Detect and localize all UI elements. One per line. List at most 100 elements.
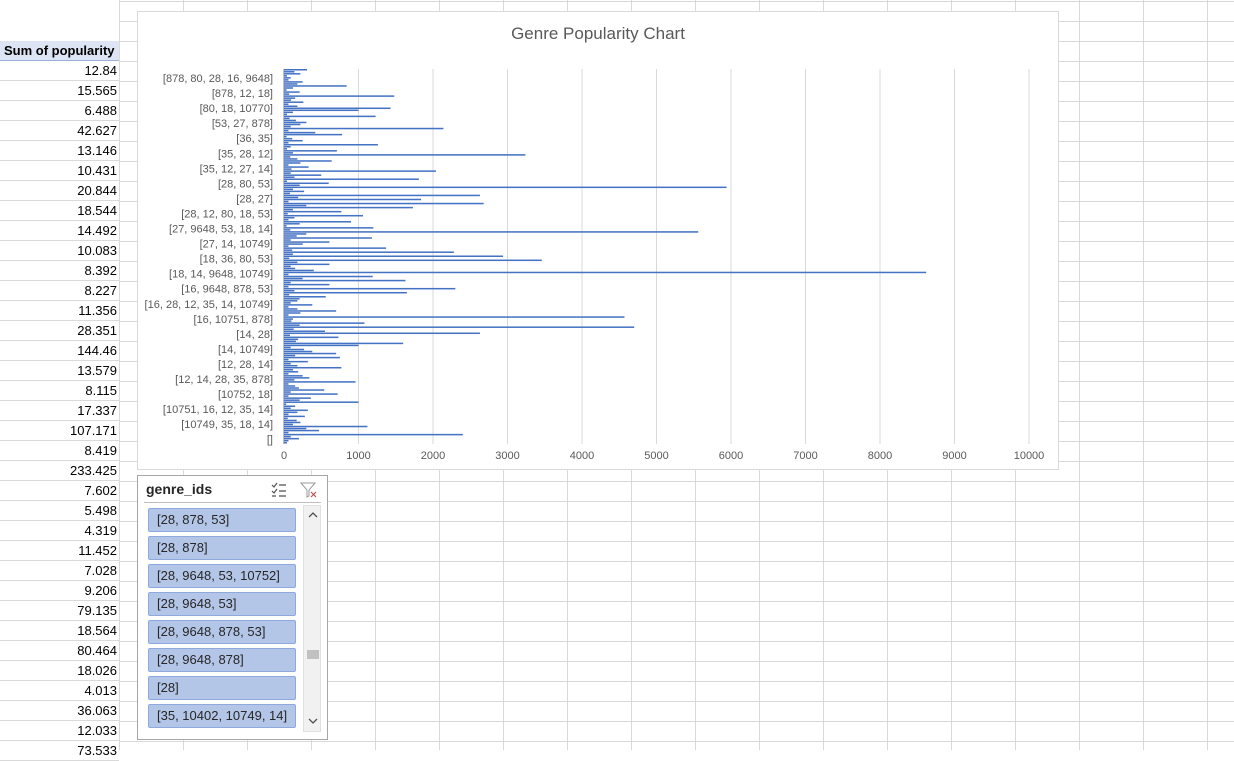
- popularity-cell[interactable]: 8.227: [0, 281, 119, 301]
- genre-popularity-chart[interactable]: Genre Popularity Chart 0 1000 2000 3000 4000…: [137, 11, 1059, 470]
- popularity-cell[interactable]: 42.627: [0, 121, 119, 141]
- bar[interactable]: [284, 425, 368, 428]
- popularity-cell[interactable]: 7.602: [0, 481, 119, 501]
- bar[interactable]: [284, 421, 301, 424]
- bar[interactable]: [284, 348, 305, 351]
- bar[interactable]: [284, 387, 299, 389]
- bar[interactable]: [284, 271, 927, 274]
- slicer-item[interactable]: [35, 10402, 10749, 14]: [148, 704, 296, 728]
- bar[interactable]: [284, 308, 298, 310]
- bar[interactable]: [284, 253, 293, 255]
- bar[interactable]: [284, 223, 300, 225]
- bar[interactable]: [284, 83, 298, 85]
- bar[interactable]: [284, 395, 289, 397]
- bar[interactable]: [284, 429, 320, 432]
- bar[interactable]: [284, 304, 313, 306]
- bar[interactable]: [284, 107, 391, 110]
- multi-select-icon[interactable]: [270, 481, 288, 499]
- bar[interactable]: [284, 300, 298, 302]
- bar[interactable]: [284, 166, 309, 168]
- bar[interactable]: [284, 318, 293, 320]
- bar[interactable]: [284, 334, 290, 337]
- bar[interactable]: [284, 251, 454, 253]
- bar[interactable]: [284, 204, 307, 207]
- bar[interactable]: [284, 423, 293, 426]
- bar[interactable]: [284, 332, 480, 335]
- bar[interactable]: [284, 219, 289, 221]
- bar[interactable]: [284, 437, 299, 440]
- bar[interactable]: [284, 190, 305, 193]
- bar[interactable]: [284, 156, 291, 158]
- bar[interactable]: [284, 342, 404, 345]
- scrollbar-thumb[interactable]: [307, 650, 319, 659]
- bar[interactable]: [284, 103, 289, 105]
- scroll-up-icon[interactable]: [308, 511, 318, 519]
- bar[interactable]: [284, 397, 311, 399]
- bar[interactable]: [284, 235, 297, 237]
- popularity-cell[interactable]: 107.171: [0, 421, 119, 441]
- bar[interactable]: [284, 71, 295, 73]
- bar[interactable]: [284, 269, 314, 272]
- bar[interactable]: [284, 164, 289, 166]
- bar[interactable]: [284, 324, 300, 326]
- bar[interactable]: [284, 85, 347, 87]
- bar[interactable]: [284, 99, 292, 101]
- bar[interactable]: [284, 302, 291, 304]
- bar[interactable]: [284, 131, 316, 134]
- bar[interactable]: [284, 344, 359, 347]
- bar[interactable]: [284, 441, 287, 444]
- popularity-cell[interactable]: 10.083: [0, 241, 119, 261]
- bar[interactable]: [284, 287, 456, 290]
- bar[interactable]: [284, 403, 287, 405]
- bar[interactable]: [284, 427, 307, 430]
- bar[interactable]: [284, 243, 303, 245]
- bar[interactable]: [284, 202, 484, 205]
- bar[interactable]: [284, 391, 291, 393]
- bar[interactable]: [284, 168, 292, 170]
- popularity-cell[interactable]: 18.544: [0, 201, 119, 221]
- bar[interactable]: [284, 180, 287, 183]
- bar[interactable]: [284, 184, 300, 187]
- bar[interactable]: [284, 326, 635, 328]
- bar[interactable]: [284, 338, 299, 341]
- bar[interactable]: [284, 69, 308, 71]
- bar[interactable]: [284, 369, 293, 371]
- bar[interactable]: [284, 119, 296, 122]
- bar[interactable]: [284, 111, 293, 114]
- bar[interactable]: [284, 409, 308, 412]
- bar[interactable]: [284, 129, 289, 132]
- bar[interactable]: [284, 208, 293, 211]
- slicer-item[interactable]: [28, 9648, 53, 10752]: [148, 564, 296, 588]
- bar[interactable]: [284, 123, 301, 126]
- bar[interactable]: [284, 298, 300, 300]
- bar[interactable]: [284, 237, 372, 239]
- bar[interactable]: [284, 133, 343, 136]
- bar[interactable]: [284, 158, 298, 160]
- popularity-cell[interactable]: 8.419: [0, 441, 119, 461]
- bar[interactable]: [284, 310, 337, 312]
- bar[interactable]: [284, 401, 359, 403]
- genre-ids-slicer[interactable]: genre_ids [28, 878, 53] [28, 878] [28, 964…: [137, 475, 328, 740]
- bar[interactable]: [284, 366, 342, 369]
- bar[interactable]: [284, 314, 289, 316]
- bar[interactable]: [284, 77, 291, 79]
- bar[interactable]: [284, 257, 290, 260]
- bar[interactable]: [284, 75, 287, 77]
- bar[interactable]: [284, 225, 287, 227]
- popularity-cell[interactable]: 80.464: [0, 641, 119, 661]
- bar[interactable]: [284, 174, 322, 176]
- bar[interactable]: [284, 275, 373, 278]
- popularity-cell[interactable]: 15.565: [0, 81, 119, 101]
- bar[interactable]: [284, 362, 291, 365]
- bar[interactable]: [284, 148, 287, 150]
- bar[interactable]: [284, 162, 301, 164]
- bar[interactable]: [284, 206, 413, 209]
- bar[interactable]: [284, 125, 291, 128]
- bar[interactable]: [284, 364, 298, 367]
- bar[interactable]: [284, 233, 307, 235]
- bar[interactable]: [284, 389, 325, 391]
- popularity-cell[interactable]: 13.579: [0, 361, 119, 381]
- bar[interactable]: [284, 200, 289, 203]
- bar[interactable]: [284, 377, 310, 379]
- bar[interactable]: [284, 433, 463, 436]
